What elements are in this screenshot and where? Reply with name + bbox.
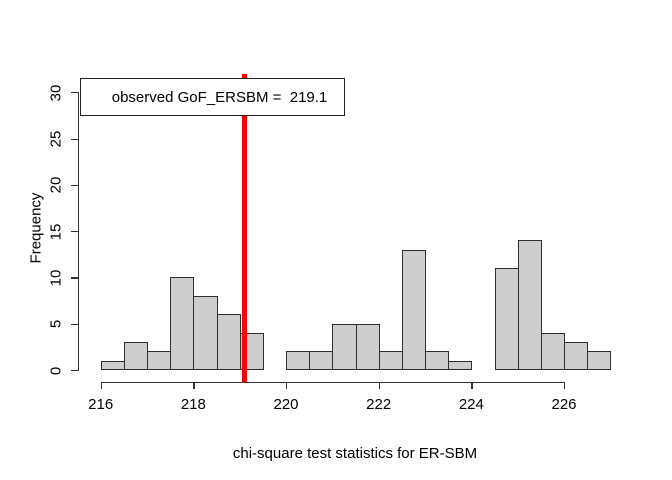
y-axis-title: Frequency	[27, 192, 45, 264]
x-tick-label: 218	[180, 396, 206, 413]
x-axis-tick	[378, 381, 380, 389]
x-tick-label: 220	[273, 396, 299, 413]
histogram-bar	[216, 314, 241, 370]
histogram-bar	[425, 351, 450, 370]
histogram-bar	[401, 249, 426, 370]
histogram-bar	[494, 268, 519, 370]
y-axis-tick	[71, 231, 78, 233]
y-axis-tick	[71, 92, 78, 94]
x-axis-tick	[471, 381, 473, 389]
histogram-bar	[332, 323, 357, 370]
histogram-bar	[540, 332, 565, 370]
x-tick-label: 216	[88, 396, 114, 413]
y-tick-label: 15	[47, 223, 65, 240]
y-tick-label: 20	[47, 176, 65, 194]
histogram-bar	[587, 351, 612, 370]
histogram-bar	[448, 360, 473, 370]
x-axis-tick	[564, 381, 566, 389]
y-axis-tick	[71, 138, 78, 140]
y-tick-label: 0	[47, 366, 65, 375]
histogram-bar	[355, 323, 380, 370]
x-axis-title: chi-square test statistics for ER-SBM	[232, 445, 478, 462]
y-tick-label: 25	[47, 130, 65, 148]
x-tick-label: 222	[366, 396, 392, 413]
y-axis-line	[78, 92, 80, 371]
histogram-bar	[193, 295, 218, 370]
histogram-bar	[123, 342, 149, 370]
y-axis-tick	[71, 323, 78, 325]
x-tick-label: 226	[551, 396, 577, 413]
x-tick-label: 224	[458, 396, 484, 413]
histogram-bar	[309, 351, 334, 370]
histogram-bar	[100, 360, 125, 370]
x-axis-tick	[286, 381, 288, 389]
legend-text: observed GoF_ERSBM = 219.1	[111, 88, 328, 106]
histogram-bar	[286, 351, 311, 370]
y-axis-tick	[71, 277, 78, 279]
histogram-bar	[517, 240, 542, 370]
legend-box: observed GoF_ERSBM = 219.1	[80, 78, 345, 116]
x-axis-tick	[193, 381, 195, 389]
x-axis-tick	[100, 381, 102, 389]
y-tick-label: 10	[47, 269, 65, 287]
histogram-bar	[564, 342, 589, 370]
histogram-bar	[170, 277, 195, 370]
y-axis-tick	[71, 370, 78, 372]
x-axis-line	[100, 381, 564, 383]
y-tick-label: 30	[47, 84, 65, 102]
y-axis-tick	[71, 184, 78, 187]
histogram-bar	[378, 351, 403, 370]
y-tick-label: 5	[47, 320, 65, 329]
observed-statistic-line	[241, 74, 247, 382]
histogram-bar	[147, 351, 172, 370]
